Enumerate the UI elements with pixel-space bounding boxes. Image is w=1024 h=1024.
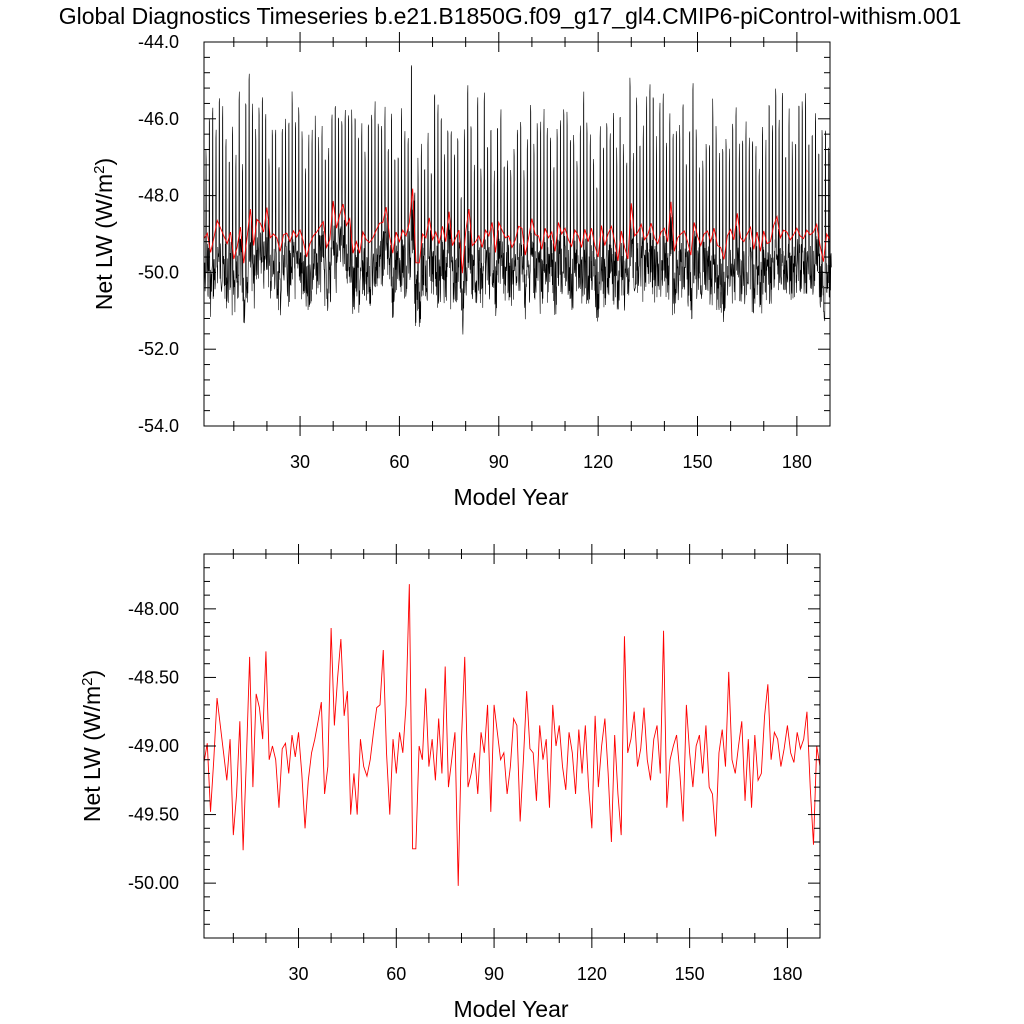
x-tick-label: 30 (290, 452, 310, 472)
x-tick-label: 150 (675, 964, 705, 984)
top-panel: 30 60 90 120 150 180 -54.0 -52.0 -50.0 -48.0 -46.0… (91, 32, 832, 510)
x-tick-label: 90 (484, 964, 504, 984)
top-y-axis-label: Net LW (W/m2) (91, 158, 117, 310)
y-tick-label: -48.0 (138, 186, 179, 206)
annual-line (203, 584, 821, 886)
x-tick-label: 30 (289, 964, 309, 984)
x-tick-label: 120 (583, 452, 613, 472)
y-tick-label: -50.0 (138, 262, 179, 282)
y-tick-label: -52.0 (138, 339, 179, 359)
annual-overlay-line (203, 188, 831, 274)
monthly-line (203, 65, 832, 335)
top-axes: 30 60 90 120 150 180 -54.0 -52.0 -50.0 -48.0 -46.0… (138, 32, 830, 472)
top-x-axis-label: Model Year (453, 484, 568, 510)
top-plot-frame (203, 41, 831, 427)
bottom-axes: 30 60 90 120 150 180 -50.00 -49.50 -49.00 -48.50 -… (128, 544, 820, 984)
bottom-panel: 30 60 90 120 150 180 -50.00 -49.50 -49.00 -48.50 -… (79, 544, 821, 1022)
bottom-x-axis-label: Model Year (453, 996, 568, 1022)
monthly-series (203, 65, 832, 335)
bottom-y-axis-label: Net LW (W/m2) (79, 670, 105, 822)
x-tick-label: 90 (489, 452, 509, 472)
x-tick-label: 60 (386, 964, 406, 984)
bottom-plot-frame (203, 553, 821, 939)
annual-series (203, 584, 821, 886)
annual-series-overlay (203, 188, 831, 274)
y-tick-label: -50.00 (128, 873, 179, 893)
y-tick-label: -48.00 (128, 599, 179, 619)
x-tick-label: 180 (772, 964, 802, 984)
figure-title: Global Diagnostics Timeseries b.e21.B185… (59, 3, 962, 29)
x-tick-label: 180 (782, 452, 812, 472)
y-tick-label: -54.0 (138, 416, 179, 436)
y-tick-label: -49.50 (128, 805, 179, 825)
y-tick-label: -46.0 (138, 109, 179, 129)
x-tick-label: 120 (577, 964, 607, 984)
x-tick-label: 60 (389, 452, 409, 472)
y-tick-label: -44.0 (138, 32, 179, 52)
y-tick-label: -49.00 (128, 736, 179, 756)
y-tick-label: -48.50 (128, 667, 179, 687)
x-tick-label: 150 (682, 452, 712, 472)
